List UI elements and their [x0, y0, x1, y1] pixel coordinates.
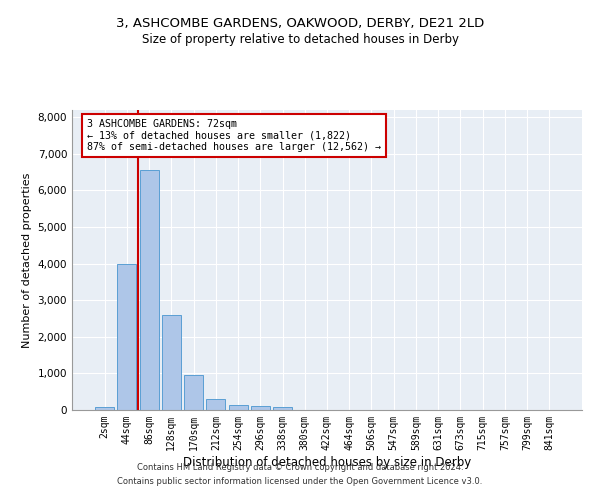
Bar: [229, 405, 248, 410]
Text: 3, ASHCOMBE GARDENS, OAKWOOD, DERBY, DE21 2LD: 3, ASHCOMBE GARDENS, OAKWOOD, DERBY, DE2…: [116, 18, 484, 30]
Bar: [273, 406, 292, 410]
Text: Contains public sector information licensed under the Open Government Licence v3: Contains public sector information licen…: [118, 477, 482, 486]
Bar: [184, 375, 203, 410]
Text: Size of property relative to detached houses in Derby: Size of property relative to detached ho…: [142, 32, 458, 46]
Text: Contains HM Land Registry data © Crown copyright and database right 2024.: Contains HM Land Registry data © Crown c…: [137, 464, 463, 472]
Bar: [95, 407, 114, 410]
Bar: [251, 406, 270, 410]
Text: 3 ASHCOMBE GARDENS: 72sqm
← 13% of detached houses are smaller (1,822)
87% of se: 3 ASHCOMBE GARDENS: 72sqm ← 13% of detac…: [88, 119, 382, 152]
Bar: [206, 398, 225, 410]
X-axis label: Distribution of detached houses by size in Derby: Distribution of detached houses by size …: [183, 456, 471, 468]
Bar: [118, 264, 136, 410]
Bar: [162, 315, 181, 410]
Y-axis label: Number of detached properties: Number of detached properties: [22, 172, 32, 348]
Bar: [140, 170, 158, 410]
